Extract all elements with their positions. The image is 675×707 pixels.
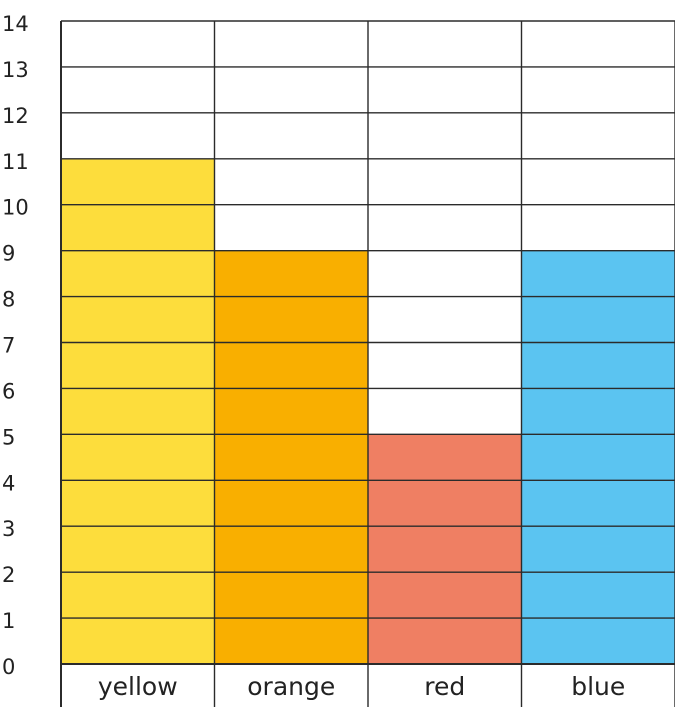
y-tick-label: 6 xyxy=(2,379,15,403)
category-label-blue: blue xyxy=(571,672,625,701)
y-tick-label: 10 xyxy=(2,196,29,220)
bar-yellow xyxy=(61,158,215,665)
category-label-orange: orange xyxy=(247,672,335,701)
y-tick-label: 4 xyxy=(2,471,15,495)
grid-layer xyxy=(60,20,675,707)
y-tick-label: 14 xyxy=(2,12,29,36)
y-tick-label: 0 xyxy=(2,655,15,679)
bar-orange xyxy=(214,250,368,664)
y-tick-label: 3 xyxy=(2,517,15,541)
y-tick-label: 7 xyxy=(2,334,15,358)
y-tick-label: 11 xyxy=(2,150,29,174)
y-tick-label: 2 xyxy=(2,563,15,587)
y-tick-label: 5 xyxy=(2,425,15,449)
y-tick-label: 1 xyxy=(2,609,15,633)
y-tick-label: 12 xyxy=(2,104,29,128)
category-label-yellow: yellow xyxy=(98,672,178,701)
bars-layer xyxy=(61,158,675,665)
y-tick-label: 9 xyxy=(2,242,15,266)
y-tick-label: 8 xyxy=(2,288,15,312)
y-tick-label: 13 xyxy=(2,58,29,82)
bar-red xyxy=(368,434,522,664)
category-label-red: red xyxy=(424,672,465,701)
bar-blue xyxy=(521,250,675,664)
